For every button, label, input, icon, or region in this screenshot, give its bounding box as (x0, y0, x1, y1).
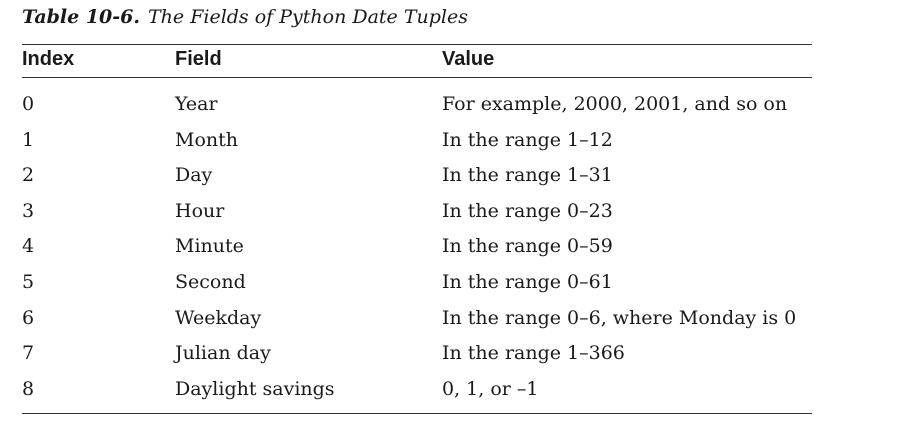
cell-index: 0 (22, 93, 35, 115)
cell-index: 5 (22, 270, 35, 293)
table-bottom-rule (22, 413, 812, 414)
table-row: 5 Second In the range 0–61 (0, 266, 922, 302)
cell-value: For example, 2000, 2001, and so on (442, 93, 788, 115)
cell-value: In the range 0–61 (442, 270, 613, 293)
cell-field: Daylight savings (175, 377, 335, 400)
table-row: 3 Hour In the range 0–23 (0, 195, 922, 231)
cell-field: Julian day (175, 342, 271, 365)
cell-value: In the range 0–59 (442, 235, 613, 258)
table-caption-label: Table 10-6. (22, 6, 140, 28)
cell-index: 7 (22, 342, 35, 365)
cell-field: Hour (175, 199, 225, 222)
cell-index: 3 (22, 199, 35, 222)
cell-field: Month (175, 128, 239, 151)
cell-value: In the range 1–31 (442, 164, 613, 187)
cell-value: In the range 0–23 (442, 199, 613, 222)
cell-index: 2 (22, 164, 35, 187)
table-row: 2 Day In the range 1–31 (0, 159, 922, 195)
table-row: 8 Daylight savings 0, 1, or –1 (0, 373, 922, 409)
table-body: 0 Year For example, 2000, 2001, and so o… (0, 88, 922, 408)
table-row: 7 Julian day In the range 1–366 (0, 337, 922, 373)
table-row: 4 Minute In the range 0–59 (0, 230, 922, 266)
cell-field: Second (175, 270, 246, 293)
cell-field: Minute (175, 235, 244, 258)
cell-field: Year (175, 93, 218, 115)
column-header-field: Field (175, 48, 222, 70)
cell-value: In the range 1–366 (442, 342, 625, 365)
table-top-rule (22, 44, 812, 45)
cell-index: 1 (22, 128, 35, 151)
column-header-value: Value (442, 48, 495, 70)
cell-index: 4 (22, 235, 35, 258)
table-header-rule (22, 77, 812, 78)
table-row: 0 Year For example, 2000, 2001, and so o… (0, 88, 922, 124)
cell-field: Weekday (175, 306, 262, 329)
table-caption: Table 10-6. The Fields of Python Date Tup… (22, 6, 468, 28)
column-header-index: Index (22, 48, 75, 70)
cell-value: In the range 1–12 (442, 128, 613, 151)
cell-index: 6 (22, 306, 35, 329)
cell-value: In the range 0–6, where Monday is 0 (442, 306, 797, 329)
table-caption-title: The Fields of Python Date Tuples (148, 6, 468, 28)
table-row: 6 Weekday In the range 0–6, where Monday… (0, 302, 922, 338)
cell-value: 0, 1, or –1 (442, 377, 539, 400)
cell-index: 8 (22, 377, 35, 400)
table-row: 1 Month In the range 1–12 (0, 124, 922, 160)
cell-field: Day (175, 164, 213, 187)
